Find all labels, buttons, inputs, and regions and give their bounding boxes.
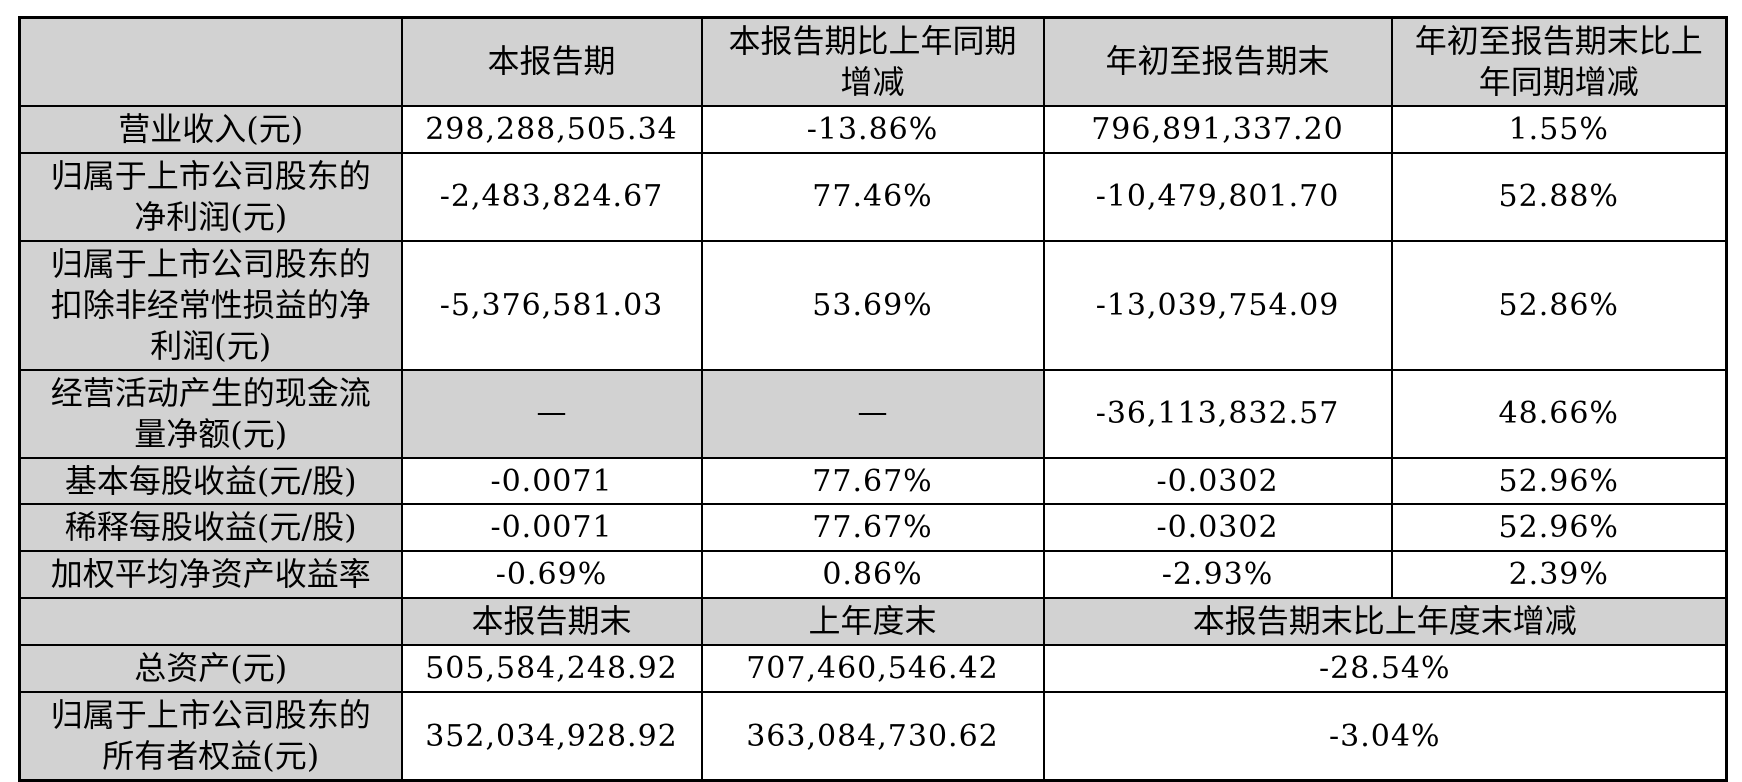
value-cell: 52.88% [1390, 151, 1728, 242]
value-cell: -5,376,581.03 [400, 239, 703, 371]
value-cell: 52.96% [1390, 503, 1728, 553]
value-cell: 0.86% [700, 550, 1045, 600]
value-cell: -28.54% [1042, 644, 1728, 694]
em-dash-cell: — [700, 368, 1045, 459]
value-cell: -0.69% [400, 550, 703, 600]
row-label: 基本每股收益(元/股) [18, 456, 403, 506]
value-cell: 298,288,505.34 [400, 104, 703, 154]
em-dash-cell: — [400, 368, 703, 459]
value-cell: 77.46% [700, 151, 1045, 242]
value-cell: 505,584,248.92 [400, 644, 703, 694]
value-cell: 77.67% [700, 456, 1045, 506]
section1-header-row: 本报告期 本报告期比上年同期 增减 年初至报告期末 年初至报告期末比上 年同期增… [18, 16, 1728, 107]
value-cell: 707,460,546.42 [700, 644, 1045, 694]
header-prior-year-end: 上年度末 [700, 597, 1045, 647]
corner-cell [18, 597, 403, 647]
table-row-weighted-roe: 加权平均净资产收益率 -0.69% 0.86% -2.93% 2.39% [18, 550, 1728, 600]
table-row-basic-eps: 基本每股收益(元/股) -0.0071 77.67% -0.0302 52.96… [18, 456, 1728, 506]
table-row-owners-equity: 归属于上市公司股东的 所有者权益(元) 352,034,928.92 363,0… [18, 691, 1728, 782]
row-label: 归属于上市公司股东的 扣除非经常性损益的净 利润(元) [18, 239, 403, 371]
value-cell: -0.0302 [1042, 503, 1393, 553]
header-ytd-change: 年初至报告期末比上 年同期增减 [1390, 16, 1728, 107]
value-cell: -3.04% [1042, 691, 1728, 782]
value-cell: 48.66% [1390, 368, 1728, 459]
table-row-total-assets: 总资产(元) 505,584,248.92 707,460,546.42 -28… [18, 644, 1728, 694]
value-cell: -0.0071 [400, 503, 703, 553]
row-label: 营业收入(元) [18, 104, 403, 154]
value-cell: 1.55% [1390, 104, 1728, 154]
header-current-period-change: 本报告期比上年同期 增减 [700, 16, 1045, 107]
section2-header-row: 本报告期末 上年度末 本报告期末比上年度末增减 [18, 597, 1728, 647]
table-row-diluted-eps: 稀释每股收益(元/股) -0.0071 77.67% -0.0302 52.96… [18, 503, 1728, 553]
value-cell: 2.39% [1390, 550, 1728, 600]
financial-summary-table: 本报告期 本报告期比上年同期 增减 年初至报告期末 年初至报告期末比上 年同期增… [18, 16, 1728, 782]
table-row-operating-cash-flow: 经营活动产生的现金流 量净额(元) — — -36,113,832.57 48.… [18, 368, 1728, 459]
header-period-end-change: 本报告期末比上年度末增减 [1042, 597, 1728, 647]
report-page: 本报告期 本报告期比上年同期 增减 年初至报告期末 年初至报告期末比上 年同期增… [18, 16, 1728, 782]
table-row-net-profit: 归属于上市公司股东的 净利润(元) -2,483,824.67 77.46% -… [18, 151, 1728, 242]
row-label: 经营活动产生的现金流 量净额(元) [18, 368, 403, 459]
value-cell: 52.86% [1390, 239, 1728, 371]
value-cell: -2.93% [1042, 550, 1393, 600]
value-cell: -0.0071 [400, 456, 703, 506]
value-cell: 77.67% [700, 503, 1045, 553]
value-cell: -36,113,832.57 [1042, 368, 1393, 459]
header-period-end: 本报告期末 [400, 597, 703, 647]
value-cell: -10,479,801.70 [1042, 151, 1393, 242]
row-label: 归属于上市公司股东的 净利润(元) [18, 151, 403, 242]
value-cell: -13,039,754.09 [1042, 239, 1393, 371]
value-cell: 363,084,730.62 [700, 691, 1045, 782]
row-label: 稀释每股收益(元/股) [18, 503, 403, 553]
value-cell: -2,483,824.67 [400, 151, 703, 242]
row-label: 加权平均净资产收益率 [18, 550, 403, 600]
value-cell: 796,891,337.20 [1042, 104, 1393, 154]
value-cell: 53.69% [700, 239, 1045, 371]
header-ytd: 年初至报告期末 [1042, 16, 1393, 107]
header-current-period: 本报告期 [400, 16, 703, 107]
table-row-net-profit-excl-nonrecurring: 归属于上市公司股东的 扣除非经常性损益的净 利润(元) -5,376,581.0… [18, 239, 1728, 371]
table-row-revenue: 营业收入(元) 298,288,505.34 -13.86% 796,891,3… [18, 104, 1728, 154]
value-cell: 52.96% [1390, 456, 1728, 506]
corner-cell [18, 16, 403, 107]
row-label: 归属于上市公司股东的 所有者权益(元) [18, 691, 403, 782]
value-cell: 352,034,928.92 [400, 691, 703, 782]
value-cell: -0.0302 [1042, 456, 1393, 506]
value-cell: -13.86% [700, 104, 1045, 154]
row-label: 总资产(元) [18, 644, 403, 694]
